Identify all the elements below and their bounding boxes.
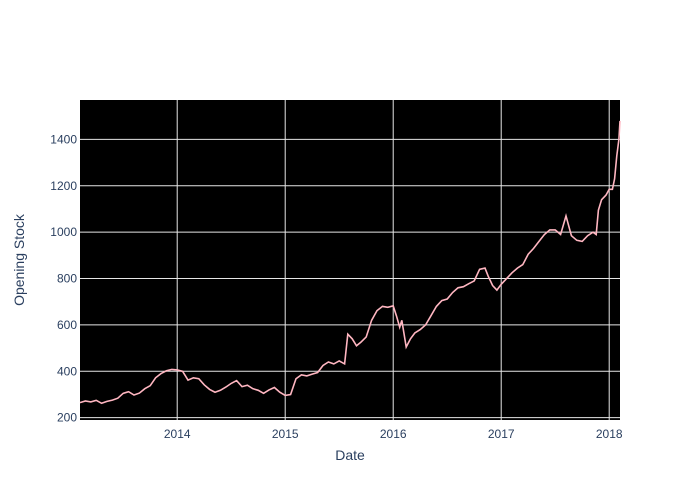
x-tick-label: 2016: [380, 427, 407, 441]
plot-background: [80, 100, 620, 420]
x-tick-label: 2017: [488, 427, 515, 441]
y-tick-label: 1000: [50, 225, 77, 239]
y-tick-label: 600: [57, 318, 77, 332]
y-tick-label: 1400: [50, 132, 77, 146]
y-tick-label: 400: [57, 364, 77, 378]
x-axis-title: Date: [335, 447, 365, 463]
y-tick-label: 800: [57, 272, 77, 286]
series-line-opening-stock: [79, 120, 621, 405]
y-axis-ticks: 200 400 600 800 1000 1200 1400: [50, 132, 77, 424]
x-tick-label: 2014: [164, 427, 191, 441]
y-tick-label: 1200: [50, 179, 77, 193]
y-axis-title: Opening Stock: [11, 213, 27, 306]
x-tick-label: 2015: [272, 427, 299, 441]
y-tick-label: 200: [57, 411, 77, 425]
x-axis-ticks: 2014 2015 2016 2017 2018: [164, 427, 623, 441]
grid-lines: [80, 100, 620, 420]
x-tick-label: 2018: [596, 427, 623, 441]
